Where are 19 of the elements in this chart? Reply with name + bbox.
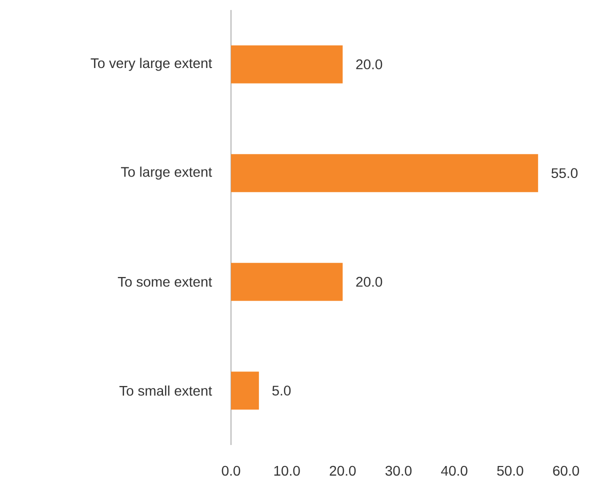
y-tick-label: To very large extent [90, 58, 212, 71]
y-tick-label: To some extent [118, 277, 212, 287]
bar [231, 262, 343, 301]
x-tick-label: 30.0 [385, 466, 412, 476]
x-tick-label: 10.0 [274, 466, 300, 476]
x-tick-label: 50.0 [497, 466, 524, 476]
data-label: 5.0 [272, 386, 291, 396]
x-tick-label: 0.0 [222, 466, 240, 476]
x-tick-label: 20.0 [330, 466, 356, 476]
data-label: 20.0 [356, 276, 382, 287]
bar [231, 372, 259, 410]
x-tick-label: 40.0 [441, 466, 468, 476]
bar [231, 45, 343, 84]
x-tick-label: 60.0 [553, 466, 580, 476]
data-label: 20.0 [356, 59, 382, 70]
bar [231, 154, 538, 192]
y-tick-label: To small extent [119, 385, 212, 396]
y-tick-label: To large extent [120, 166, 212, 180]
data-label: 55.0 [552, 168, 578, 178]
